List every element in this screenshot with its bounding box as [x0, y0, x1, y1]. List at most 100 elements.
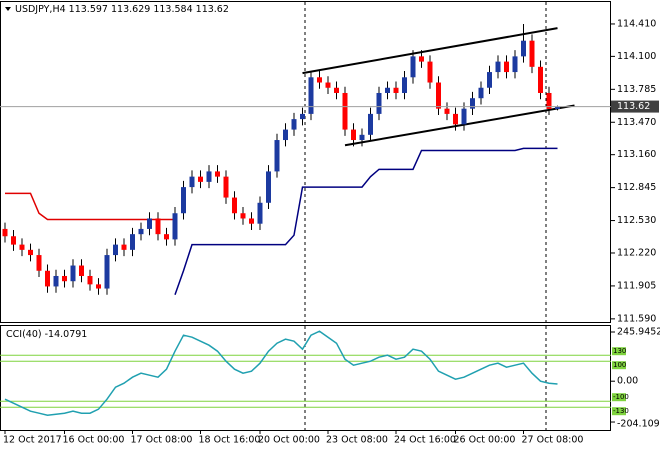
candle-body	[28, 249, 33, 256]
candle-body	[113, 244, 118, 256]
level-box	[612, 361, 626, 370]
candle-body	[198, 176, 203, 182]
current-price-box	[611, 100, 659, 113]
candle-body	[478, 87, 484, 99]
candle-body	[147, 218, 152, 229]
candle-body	[453, 113, 458, 125]
open: 113.597	[69, 4, 108, 15]
candle-body	[461, 108, 467, 125]
x-tick-label: 26 Oct 00:00	[454, 435, 516, 446]
candle-body	[130, 234, 135, 250]
x-tick-label: 20 Oct 00:00	[258, 435, 320, 446]
current-price-label: 113.62	[617, 101, 650, 112]
y-tick-label: 245.9452	[617, 327, 660, 338]
x-tick-label: 24 Oct 16:00	[394, 435, 456, 446]
level-box	[612, 407, 626, 416]
candle-body	[359, 134, 365, 141]
chart-header: USDJPY,H4 113.597 113.629 113.584 113.62	[15, 4, 229, 15]
candle-body	[308, 77, 314, 114]
candle-body	[538, 66, 543, 93]
low: 113.584	[153, 4, 192, 15]
level-label: -100	[613, 393, 629, 401]
candle-body	[155, 218, 161, 235]
close: 113.62	[196, 4, 229, 15]
candle-body	[300, 113, 305, 120]
x-tick-label: 23 Oct 08:00	[326, 435, 388, 446]
y-tick-label: -204.1093	[617, 419, 660, 430]
candle-body	[487, 72, 492, 88]
y-tick-label: 112.220	[617, 247, 656, 258]
candle-body	[393, 87, 399, 93]
indicator-line	[174, 147, 558, 296]
x-tick-label: 18 Oct 16:00	[199, 435, 261, 446]
candle-body	[274, 140, 280, 172]
candle-body	[385, 87, 390, 93]
x-tick-label: 12 Oct 2017	[3, 435, 62, 446]
candle-body	[104, 255, 110, 289]
candle-body	[70, 265, 76, 282]
candle-body	[19, 244, 25, 250]
candle-body	[495, 61, 501, 73]
candle-body	[444, 108, 450, 114]
candle-body	[512, 56, 518, 73]
candle-body	[351, 129, 356, 141]
candle-body	[189, 176, 195, 188]
candle-body	[138, 228, 144, 235]
candle-body	[555, 106, 560, 109]
candle-body	[87, 275, 93, 285]
candle-body	[436, 82, 441, 109]
candle-body	[62, 275, 67, 282]
indicator-name: CCI(40)	[6, 329, 42, 340]
level-label: -130	[613, 407, 629, 415]
level-label: 100	[613, 361, 626, 369]
candle-body	[504, 61, 509, 73]
candle-body	[402, 77, 407, 93]
y-tick-label: 113.785	[617, 84, 656, 95]
level-box	[612, 393, 626, 402]
y-tick-label: 114.100	[617, 51, 656, 62]
candle-body	[334, 87, 339, 93]
candle-body	[45, 270, 50, 287]
x-tick-label: 17 Oct 08:00	[131, 435, 193, 446]
level-label: 130	[613, 347, 626, 355]
cci-pane	[0, 325, 611, 431]
candle-body	[266, 171, 271, 203]
menu-icon[interactable]	[5, 7, 11, 11]
candle-body	[121, 244, 127, 250]
high: 113.629	[111, 4, 150, 15]
candle-body	[36, 255, 42, 271]
indicator-line	[5, 192, 175, 221]
candle-body	[470, 98, 475, 109]
trendline	[302, 27, 558, 75]
candle-body	[232, 197, 237, 214]
candle-body	[546, 92, 552, 109]
candle-body	[249, 218, 254, 224]
candle-body	[291, 119, 297, 130]
candle-body	[181, 187, 186, 214]
candle-body	[325, 82, 331, 88]
y-tick-label: 113.160	[617, 149, 656, 160]
candle-body	[2, 228, 8, 237]
candle-body	[283, 129, 288, 141]
candle-body	[223, 176, 229, 198]
y-tick-label: 112.845	[617, 182, 656, 193]
candle-body	[79, 265, 84, 276]
candle-body	[206, 171, 212, 182]
candle-body	[410, 56, 416, 78]
candle-body	[215, 171, 220, 177]
candle-body	[257, 202, 263, 224]
candle-body	[172, 213, 178, 240]
candle-body	[376, 92, 382, 114]
y-tick-label: 111.905	[617, 280, 656, 291]
level-box	[612, 347, 626, 356]
candle-body	[342, 92, 348, 130]
x-tick-label: 27 Oct 08:00	[522, 435, 584, 446]
candle-body	[96, 284, 101, 289]
cci-header: CCI(40) -14.0791	[6, 329, 87, 340]
candle-body	[240, 213, 246, 219]
y-tick-label: 112.530	[617, 215, 656, 226]
trendline	[344, 104, 575, 147]
candle-body	[427, 61, 433, 83]
cci-line	[4, 330, 558, 416]
